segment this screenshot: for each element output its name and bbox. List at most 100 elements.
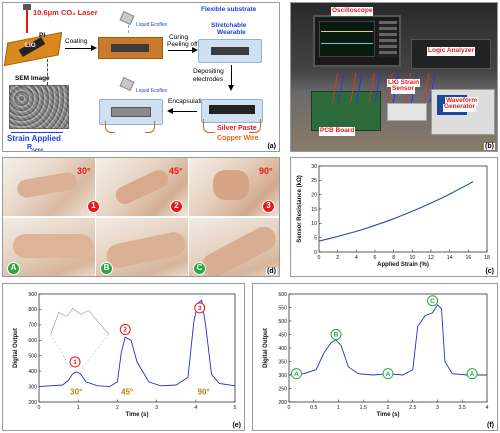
laser-beam — [26, 7, 28, 33]
state-marker-1 — [330, 329, 342, 340]
x-tick-label-8: 4 — [486, 405, 489, 411]
marker-a: A — [7, 262, 20, 275]
x-tick-label-0: 0 — [318, 255, 321, 261]
lig-sensor-label-1: LIG Strain — [387, 79, 421, 87]
y-tick-label-7: 900 — [28, 292, 37, 298]
flexible-lig — [211, 47, 249, 55]
sem-image — [9, 85, 69, 129]
drip-1 — [128, 25, 129, 33]
sem-label: SEM Image — [15, 75, 50, 82]
panel-f: 0 0.5 1 1.5 2 2.5 3 3.5 4 200 250 300 350 400 450 500 55… — [252, 283, 498, 431]
encapsulation-label: Encapsulation — [168, 98, 209, 105]
stretchable-label: Stretchable — [211, 22, 247, 29]
arrow-peeling-head — [192, 47, 198, 53]
peeling-label: Peeling off — [167, 41, 198, 48]
state-marker-0 — [290, 368, 302, 380]
y-tick-label-5: 450 — [278, 332, 287, 338]
series-line — [288, 304, 487, 376]
curing-label: Curing — [169, 34, 189, 41]
depositing-label-1: Depositing — [193, 68, 224, 75]
sem-overlay — [9, 85, 69, 129]
y-tick-label-0: 0 — [314, 250, 317, 256]
pi-label: PI — [39, 32, 46, 39]
strain-applied-label: Strain Applied — [7, 134, 61, 143]
y-tick-label-0: 200 — [28, 400, 37, 406]
chart-finger-bending: 0 1 2 3 4 5 200 300 400 500 600 700 800 900 Time (s) Di… — [13, 292, 237, 418]
y-tick-label-5: 25 — [311, 178, 317, 184]
flexible-substrate-label: Flexible substrate — [201, 6, 257, 13]
x-tick-label-3: 3 — [155, 405, 158, 411]
y-tick-label-4: 600 — [28, 338, 37, 344]
x-tick-label-5: 5 — [234, 405, 237, 411]
panel-a-label: (a) — [266, 143, 277, 150]
x-tick-label-4: 8 — [392, 255, 395, 261]
x-tick-label-6: 3 — [436, 405, 439, 411]
wire-right-2 — [249, 119, 261, 133]
x-tick-label-1: 2 — [336, 255, 339, 261]
x-tick-label-8: 16 — [465, 255, 471, 261]
x-tick-label-3: 1.5 — [360, 405, 367, 411]
wrist-b — [104, 229, 188, 271]
silver-paste-label: Silver Paste — [217, 125, 257, 132]
arrow-peeling — [168, 50, 194, 51]
arrow-coating-head — [91, 45, 97, 51]
y-tick-label-1: 250 — [278, 386, 287, 392]
copper-wire-label: Copper Wire — [217, 135, 259, 142]
angle-annotation-3: 90° — [198, 387, 210, 396]
depositing-label-2: electrodes — [193, 76, 223, 83]
logic-analyzer-label: Logic Analyzer — [427, 47, 475, 56]
x-tick-label-4: 2 — [387, 405, 390, 411]
oscilloscope-screen — [319, 21, 375, 57]
x-tick-label-3: 6 — [374, 255, 377, 261]
wire-right-1 — [145, 121, 155, 133]
x-tick-label-6: 12 — [428, 255, 434, 261]
state-marker-label-3: C — [430, 298, 435, 305]
liquid-ecoflex-label-1: Liquid Ecoflex — [136, 22, 168, 28]
x-tick-label-1: 0.5 — [310, 405, 317, 411]
y-axis-label: Digital Output — [263, 328, 269, 368]
ecoflex-cup-2 — [119, 76, 135, 92]
ecoflex-cup-1 — [119, 10, 135, 26]
panel-b: Oscilloscope Logic Analyzer LIG Strain S… — [290, 2, 498, 152]
x-tick-label-5: 10 — [409, 255, 415, 261]
y-tick-label-8: 600 — [278, 292, 287, 298]
x-tick-label-2: 2 — [116, 405, 119, 411]
y-tick-label-0: 200 — [278, 400, 287, 406]
x-tick-label-9: 18 — [484, 255, 490, 261]
coating-label: Coating — [65, 38, 88, 45]
state-marker-label-4: A — [470, 371, 475, 378]
oscilloscope-trace-1 — [321, 31, 373, 32]
x-tick-label-7: 14 — [447, 255, 453, 261]
panel-d-label: (d) — [266, 268, 277, 275]
arrow-down-head — [228, 85, 234, 91]
angle-label-90: 90° — [259, 166, 273, 176]
panel-b-label: (b) — [484, 143, 495, 150]
arrow-coating — [65, 48, 93, 49]
oscilloscope-trace-2 — [321, 43, 373, 44]
panel-c: 0 2 4 6 8 10 12 14 16 18 0 5 10 15 20 25 30 Applied Strai… — [290, 157, 498, 277]
arrow-down — [231, 65, 232, 87]
laser-label: 10.6μm CO₂ Laser — [33, 8, 98, 17]
x-axis-label: Time (s) — [377, 412, 400, 418]
y-tick-label-2: 10 — [311, 221, 317, 227]
pcb-label: PCB Board — [319, 127, 356, 136]
finger-30 — [15, 170, 79, 200]
state-marker-label-2: A — [386, 371, 391, 378]
y-tick-label-7: 550 — [278, 305, 287, 311]
x-tick-label-2: 1 — [337, 405, 340, 411]
y-axis-label: Sensor Resistance (kΩ) — [297, 175, 303, 243]
x-tick-label-0: 0 — [288, 405, 291, 411]
x-tick-label-5: 2.5 — [409, 405, 416, 411]
x-tick-label-0: 0 — [38, 405, 41, 411]
waveform-label-2: Generator — [443, 103, 477, 112]
y-tick-label-1: 300 — [28, 384, 37, 390]
plot-area — [38, 293, 236, 403]
y-tick-label-6: 800 — [28, 307, 37, 313]
lig-sensor-device — [387, 103, 427, 121]
marker-b: B — [100, 262, 113, 275]
peak-marker-3 — [194, 302, 206, 314]
oscilloscope-knobs — [379, 21, 397, 57]
state-marker-2 — [382, 368, 394, 380]
peak-marker-label-3: 3 — [198, 305, 202, 312]
wires — [331, 73, 441, 103]
